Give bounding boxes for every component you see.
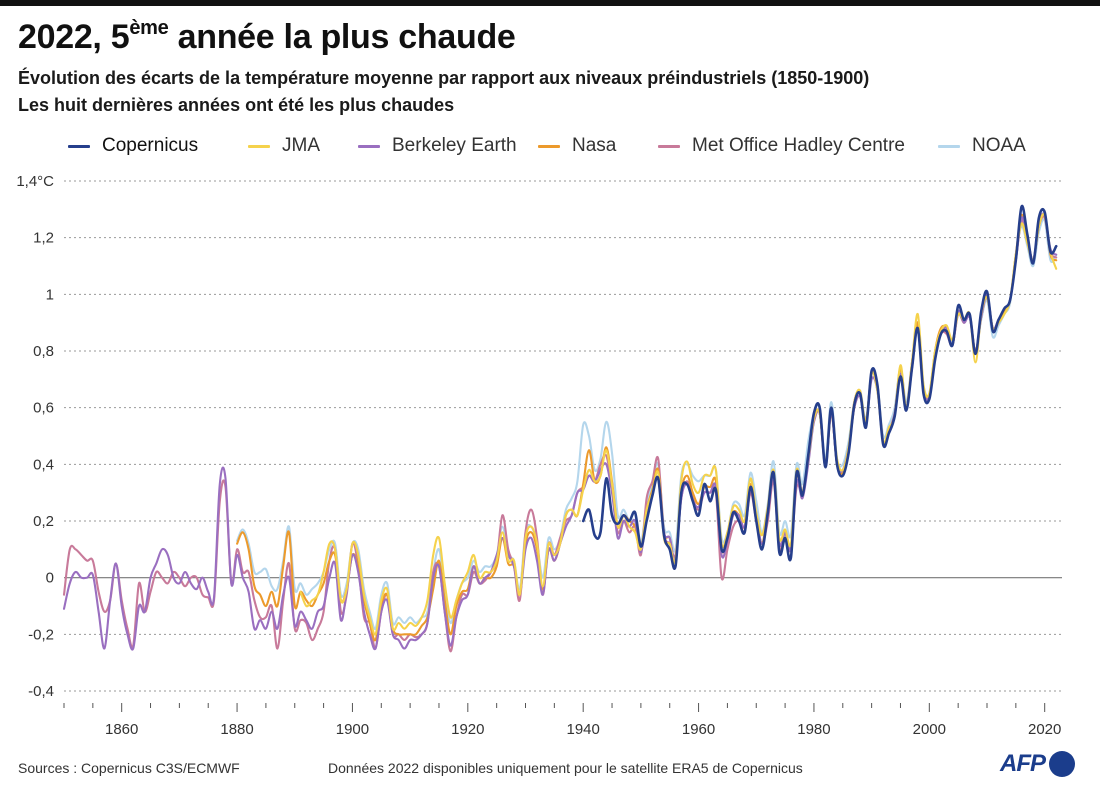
legend-swatch — [938, 144, 960, 148]
x-tick-label: 1900 — [336, 721, 369, 738]
afp-logo-dot — [1049, 751, 1075, 777]
legend-swatch — [538, 144, 560, 148]
legend-label: NOAA — [972, 135, 1026, 156]
legend-item: Nasa — [538, 132, 616, 160]
afp-logo-text: AFP — [1000, 750, 1046, 777]
y-tick-label: 0,8 — [33, 343, 54, 360]
series-line-berkeley-earth — [62, 212, 1058, 651]
legend-swatch — [358, 144, 380, 148]
y-tick-label: 0,4 — [33, 456, 54, 473]
series-line-met-office-hadley-centre — [62, 215, 1058, 653]
legend-item: Berkeley Earth — [358, 132, 517, 160]
x-tick-label: 1940 — [567, 721, 600, 738]
y-tick-label: 0 — [46, 570, 54, 587]
y-tick-label: -0,2 — [28, 626, 54, 643]
x-tick-label: 2000 — [913, 721, 946, 738]
y-tick-label: 1 — [46, 286, 54, 303]
x-tick-label: 2020 — [1028, 721, 1061, 738]
legend-label: Copernicus — [102, 135, 199, 156]
y-tick-label: 0,6 — [33, 400, 54, 417]
legend-item: Copernicus — [68, 132, 198, 160]
x-tick-label: 1880 — [220, 721, 253, 738]
legend-label: Nasa — [572, 135, 617, 156]
legend-label: Met Office Hadley Centre — [692, 135, 905, 156]
y-tick-label: 0,2 — [33, 513, 54, 530]
x-tick-label: 1980 — [797, 721, 830, 738]
afp-logo: AFP — [1000, 750, 1075, 778]
y-tick-label: 1,4°C — [16, 173, 54, 190]
legend-item: JMA — [248, 132, 320, 160]
y-tick-label: -0,4 — [28, 683, 54, 700]
top-rule — [0, 0, 1100, 6]
source-text: Sources : Copernicus C3S/ECMWF — [18, 760, 240, 776]
data-note: Données 2022 disponibles uniquement pour… — [328, 760, 803, 776]
y-tick-label: 1,2 — [33, 230, 54, 247]
legend-swatch — [68, 144, 90, 148]
chart-title: 2022, 5ème année la plus chaude — [18, 16, 516, 56]
legend-label: JMA — [282, 135, 320, 156]
legend-item: NOAA — [938, 132, 1026, 160]
chart-subtitle: Évolution des écarts de la température m… — [18, 68, 870, 88]
legend-item: Met Office Hadley Centre — [658, 132, 905, 160]
series-line-jma — [299, 212, 1058, 636]
x-tick-label: 1860 — [105, 721, 138, 738]
legend: Copernicus JMA Berkeley Earth Nasa Met Offic… — [68, 132, 1068, 160]
legend-swatch — [658, 144, 680, 148]
legend-swatch — [248, 144, 270, 148]
x-tick-label: 1920 — [451, 721, 484, 738]
legend-label: Berkeley Earth — [392, 135, 517, 156]
x-tick-label: 1960 — [682, 721, 715, 738]
chart-subtitle-2: Les huit dernières années ont été les pl… — [18, 95, 455, 115]
series-line-copernicus — [581, 204, 1058, 570]
